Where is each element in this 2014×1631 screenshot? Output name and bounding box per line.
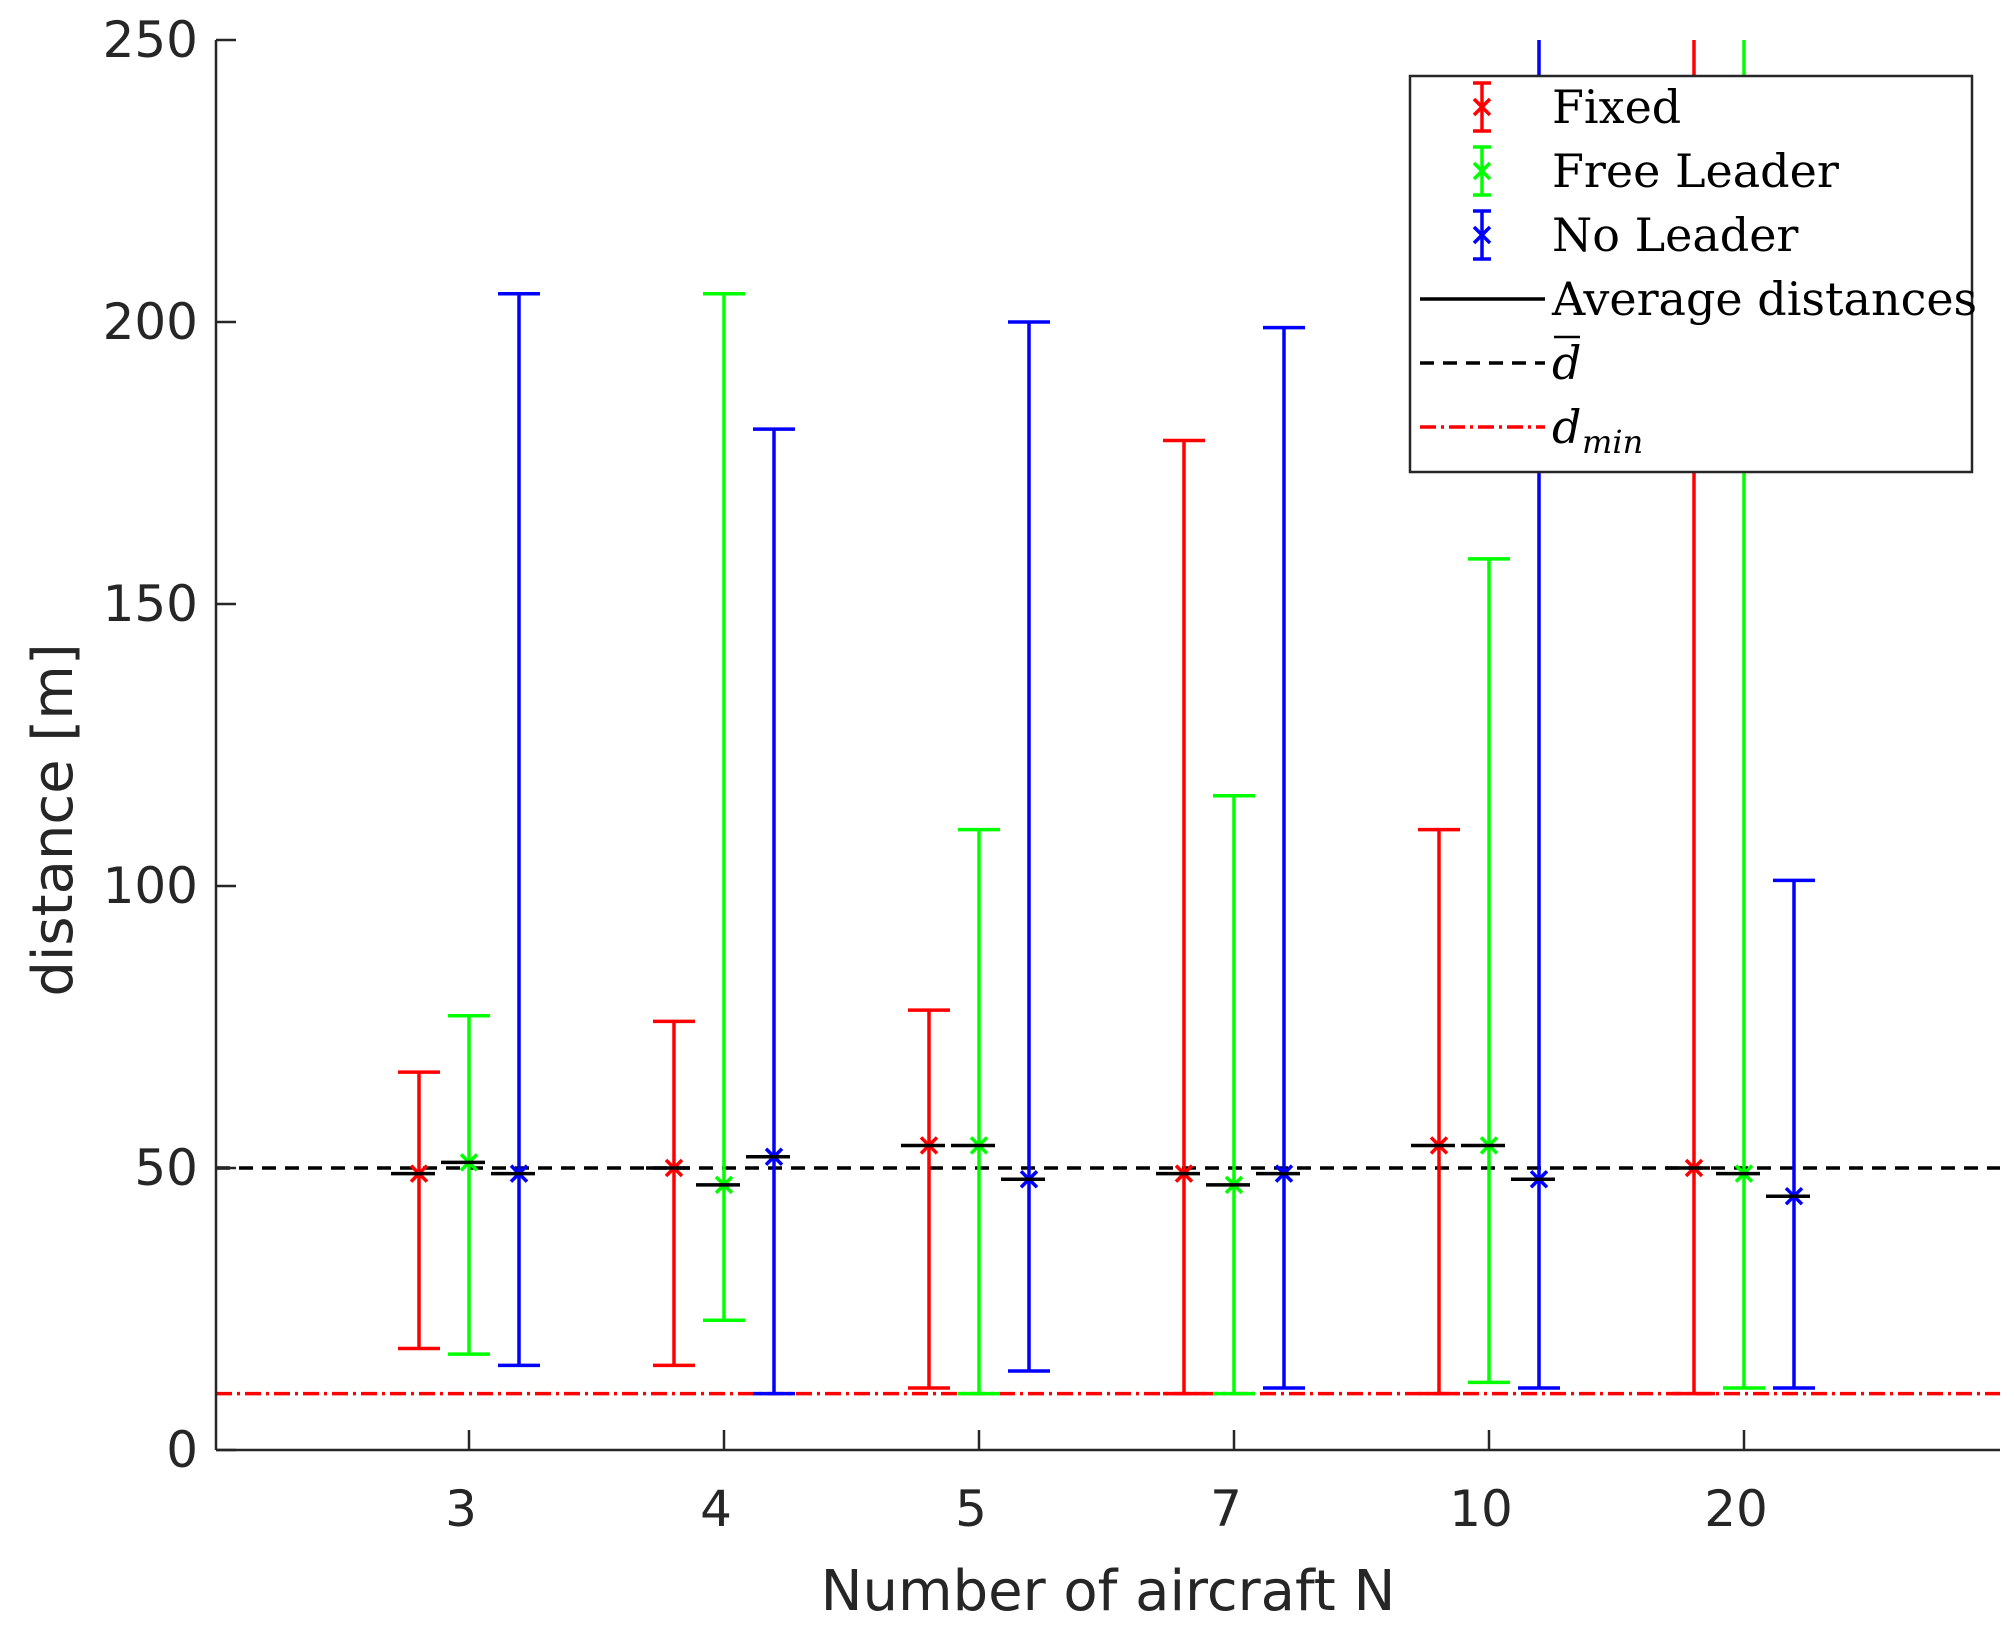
y-tick-label-100: 100 <box>103 857 198 915</box>
legend-label-d_bar: d <box>1552 336 1581 390</box>
legend-entry-no-leader: No Leader <box>1472 208 1798 262</box>
legend: Fixed Free Leader No Leader Average distanc… <box>1408 74 1977 474</box>
y-tick-label-150: 150 <box>103 575 198 633</box>
errorbar-free-leader-n4 <box>703 292 745 1323</box>
x-tick-label-7: 7 <box>1210 1480 1242 1538</box>
y-tick-label-50: 50 <box>134 1139 198 1197</box>
legend-label-fixed: Fixed <box>1552 80 1681 134</box>
legend-box <box>1408 74 1974 474</box>
legend-label-free-leader: Free Leader <box>1552 144 1839 198</box>
x-tick-label-5: 5 <box>955 1480 987 1538</box>
x-tick-label-4: 4 <box>700 1480 732 1538</box>
legend-entry-fixed: Fixed <box>1472 80 1681 134</box>
legend-entry-free-leader: Free Leader <box>1472 144 1839 198</box>
legend-label-subscript-d_min: min <box>1582 423 1643 461</box>
legend-entry-average-distances: Average distances <box>1420 272 1977 326</box>
average-markers <box>391 1143 1810 1198</box>
legend-label-no-leader: No Leader <box>1552 208 1798 262</box>
legend-symbol-x-b <box>1472 161 1492 181</box>
x-tick-label-10: 10 <box>1449 1480 1513 1538</box>
errorbar-fixed-n7 <box>1163 438 1205 1396</box>
legend-symbol-x-b <box>1472 225 1492 245</box>
x-tick-label-3: 3 <box>445 1480 477 1538</box>
legend-label-average-distances: Average distances <box>1551 272 1977 326</box>
y-axis-label: distance [m] <box>21 643 86 996</box>
axes: 0 50 100 150 200 250 3 4 5 7 10 20 <box>103 11 2000 1538</box>
legend-entry-d_bar: d <box>1420 335 1581 390</box>
errorbar-no-leader-n7 <box>1263 325 1305 1390</box>
y-tick-label-0: 0 <box>166 1421 198 1479</box>
y-tick-label-250: 250 <box>103 11 198 69</box>
legend-label-d_min: d <box>1552 400 1581 454</box>
legend-symbol-x-b <box>1472 97 1492 117</box>
legend-entry-d_min: d min <box>1420 400 1643 461</box>
errorbar-no-leader-n4 <box>753 427 795 1396</box>
x-axis-label: Number of aircraft N <box>821 1559 1396 1624</box>
x-tick-label-20: 20 <box>1704 1480 1768 1538</box>
y-tick-label-200: 200 <box>103 293 198 351</box>
